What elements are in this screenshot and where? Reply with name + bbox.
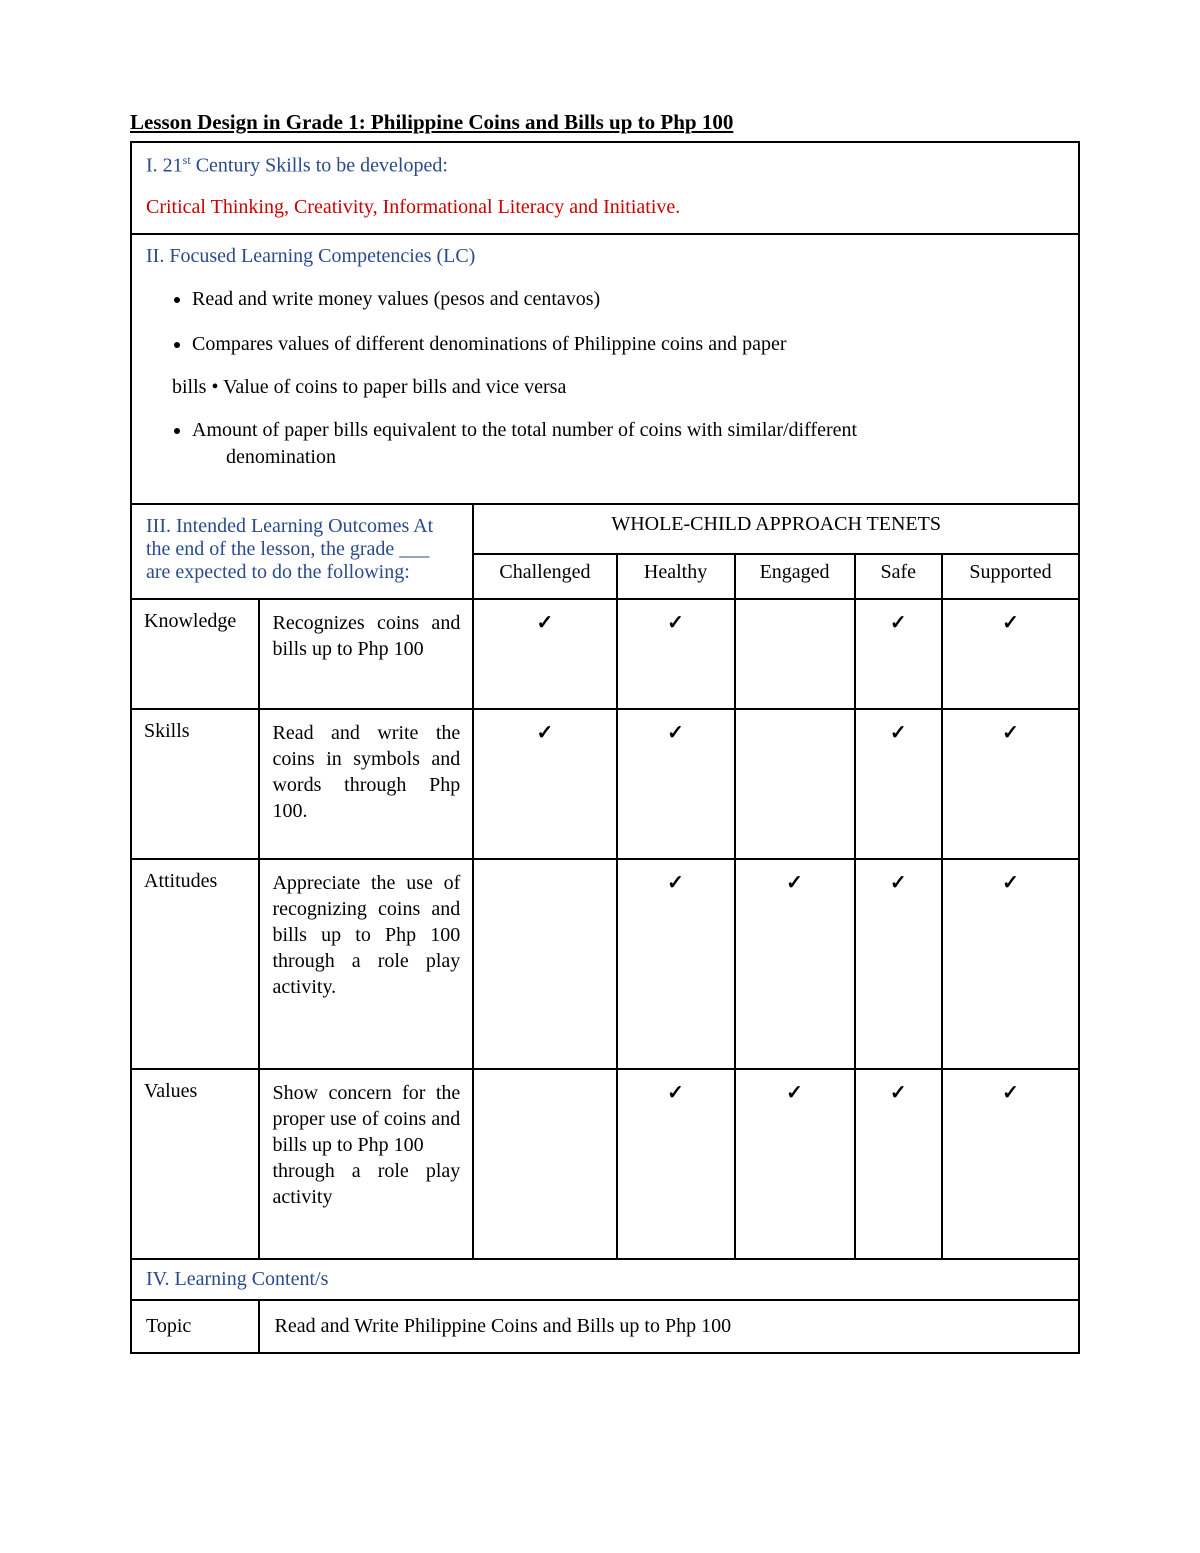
section-2-bullets: Read and write money values (pesos and c… (146, 286, 1064, 358)
lc-item: Compares values of different denominatio… (192, 331, 1064, 358)
lesson-table: I. 21st Century Skills to be developed: … (130, 141, 1080, 1354)
check-cell: ✓ (473, 599, 616, 709)
check-cell: ✓ (942, 1069, 1079, 1259)
section-2-bullets-last: Amount of paper bills equivalent to the … (146, 417, 1064, 471)
row-skills: Skills Read and write the coins in symbo… (131, 709, 1079, 859)
check-cell: ✓ (473, 709, 616, 859)
row-desc: Read and write the coins in symbols and … (259, 709, 473, 859)
check-cell: ✓ (617, 599, 735, 709)
section-3-heading-cell: III. Intended Learning Outcomes At the e… (131, 504, 473, 599)
row-label: Skills (131, 709, 259, 859)
col-safe: Safe (855, 554, 942, 599)
topic-label: Topic (131, 1300, 259, 1353)
check-cell (735, 709, 855, 859)
topic-value: Read and Write Philippine Coins and Bill… (259, 1300, 1079, 1353)
col-engaged: Engaged (735, 554, 855, 599)
row-attitudes: Attitudes Appreciate the use of recogniz… (131, 859, 1079, 1069)
check-cell: ✓ (617, 709, 735, 859)
section-3-heading: III. Intended Learning Outcomes At the e… (146, 515, 433, 583)
check-cell: ✓ (617, 1069, 735, 1259)
check-cell: ✓ (735, 859, 855, 1069)
lc-inline-line: bills • Value of coins to paper bills an… (172, 376, 1064, 399)
row-label: Values (131, 1069, 259, 1259)
check-cell: ✓ (942, 709, 1079, 859)
row-desc: Recognizes coins and bills up to Php 100 (259, 599, 473, 709)
section-2: II. Focused Learning Competencies (LC) R… (131, 234, 1079, 504)
check-cell: ✓ (942, 599, 1079, 709)
section-2-heading: II. Focused Learning Competencies (LC) (146, 245, 1064, 268)
check-cell: ✓ (855, 599, 942, 709)
row-label: Knowledge (131, 599, 259, 709)
topic-row: Topic Read and Write Philippine Coins an… (131, 1300, 1079, 1353)
section-4-heading: IV. Learning Content/s (131, 1259, 1079, 1300)
row-label: Attitudes (131, 859, 259, 1069)
row-desc: Appreciate the use of recognizing coins … (259, 859, 473, 1069)
page-title: Lesson Design in Grade 1: Philippine Coi… (130, 110, 1080, 135)
row-values: Values Show concern for the proper use o… (131, 1069, 1079, 1259)
check-cell (735, 599, 855, 709)
tenets-title: WHOLE-CHILD APPROACH TENETS (473, 504, 1079, 554)
check-cell: ✓ (617, 859, 735, 1069)
section-1-body: Critical Thinking, Creativity, Informati… (146, 196, 1064, 219)
col-challenged: Challenged (473, 554, 616, 599)
row-desc: Show concern for the proper use of coins… (259, 1069, 473, 1259)
section-1-heading: I. 21st Century Skills to be developed: (146, 153, 1064, 178)
row-knowledge: Knowledge Recognizes coins and bills up … (131, 599, 1079, 709)
lesson-design-page: Lesson Design in Grade 1: Philippine Coi… (0, 0, 1200, 1414)
check-cell: ✓ (735, 1069, 855, 1259)
col-supported: Supported (942, 554, 1079, 599)
check-cell: ✓ (855, 1069, 942, 1259)
check-cell: ✓ (855, 859, 942, 1069)
section-1: I. 21st Century Skills to be developed: … (131, 142, 1079, 234)
check-cell: ✓ (942, 859, 1079, 1069)
lc-item: Read and write money values (pesos and c… (192, 286, 1064, 313)
check-cell: ✓ (855, 709, 942, 859)
lc-item: Amount of paper bills equivalent to the … (192, 417, 1064, 471)
check-cell (473, 1069, 616, 1259)
col-healthy: Healthy (617, 554, 735, 599)
check-cell (473, 859, 616, 1069)
